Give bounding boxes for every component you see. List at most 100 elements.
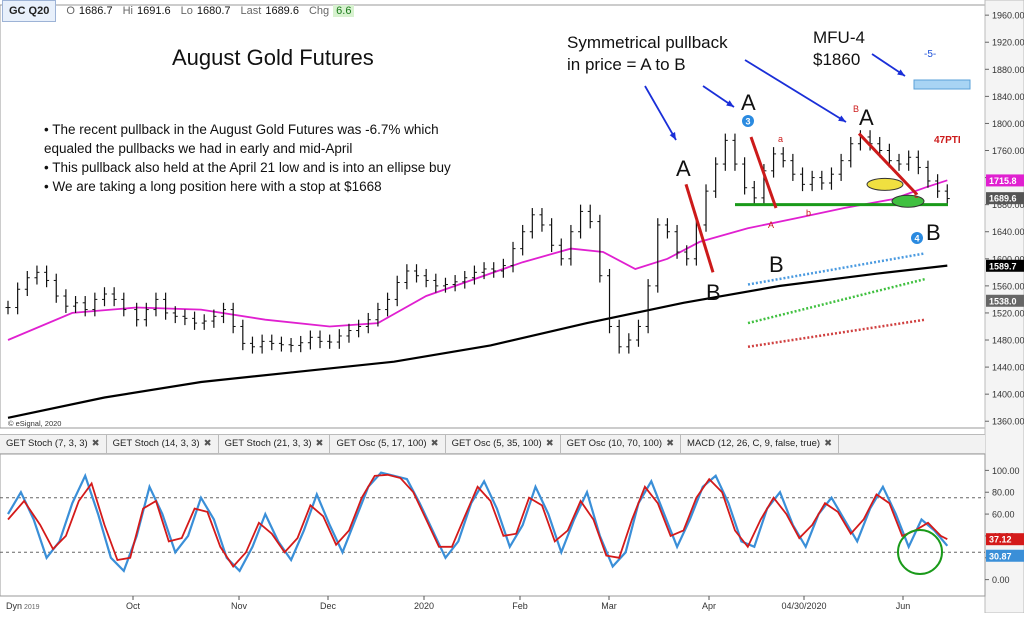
- x-tick-label: Mar: [601, 601, 617, 611]
- wave-label-A3: A: [859, 105, 874, 130]
- open-value: 1686.7: [78, 5, 113, 17]
- price-tag-label: 1538.0: [989, 296, 1017, 306]
- indicator-tab-0[interactable]: GET Stoch (7, 3, 3) ✖: [0, 435, 107, 453]
- indicator-tab-4[interactable]: GET Osc (5, 35, 100) ✖: [446, 435, 561, 453]
- annotation-symmetric-2: in price = A to B: [567, 55, 686, 74]
- stoch-tick-label: 60.00: [992, 510, 1015, 520]
- stoch-d-line: [7, 473, 948, 568]
- y-tick-label: 1680.00: [992, 200, 1024, 210]
- indicator-tab-label: GET Stoch (14, 3, 3): [112, 438, 200, 449]
- close-icon[interactable]: ✖: [315, 438, 324, 449]
- stoch-pane-frame: [0, 453, 986, 597]
- indicator-tab-label: MACD (12, 26, C, 9, false, true): [687, 438, 821, 449]
- chart-title: August Gold Futures: [172, 45, 374, 70]
- indicator-tab-label: GET Osc (5, 17, 100): [336, 438, 427, 449]
- pointer-arrow-2-head: [726, 100, 734, 107]
- indicator-tabs: GET Stoch (7, 3, 3) ✖ GET Stoch (14, 3, 3)…: [0, 434, 985, 454]
- close-icon[interactable]: ✖: [824, 438, 833, 449]
- annotation-mfu-tag: -5-: [924, 49, 936, 60]
- price-tag-box: [986, 174, 1024, 187]
- stoch-k-line: [7, 471, 949, 573]
- x-tick-label: Nov: [231, 601, 248, 611]
- y-tick-label: 1880.00: [992, 65, 1024, 75]
- price-tag-label: 1715.8: [989, 176, 1017, 186]
- chg-label: Chg: [308, 5, 330, 17]
- copyright-label: © eSignal, 2020: [8, 419, 61, 428]
- y-tick-label: 1480.00: [992, 336, 1024, 346]
- y-tick-label: 1360.00: [992, 417, 1024, 427]
- ma-slow-line: [7, 264, 948, 419]
- indicator-tab-3[interactable]: GET Osc (5, 17, 100) ✖: [330, 435, 446, 453]
- wave-small-b: b: [806, 208, 811, 218]
- symbol-box[interactable]: GC Q20: [2, 0, 57, 22]
- indicator-tab-6[interactable]: MACD (12, 26, C, 9, false, true) ✖: [681, 435, 840, 453]
- stoch-d-tag-label: 37.12: [989, 535, 1012, 545]
- close-icon[interactable]: ✖: [666, 438, 675, 449]
- indicator-tab-label: GET Osc (5, 35, 100): [451, 438, 542, 449]
- ellipse-green: [891, 194, 925, 208]
- price-tag-box: [986, 259, 1024, 272]
- x-tick-label: 04/30/2020: [781, 601, 826, 611]
- close-icon[interactable]: ✖: [203, 438, 212, 449]
- channel-red: [747, 318, 926, 349]
- close-icon[interactable]: ✖: [91, 438, 100, 449]
- indicator-tab-label: GET Osc (10, 70, 100): [566, 438, 663, 449]
- channel-blue: [747, 252, 926, 286]
- stoch-tick-label: 0.00: [992, 575, 1010, 585]
- y-tick-label: 1600.00: [992, 254, 1024, 264]
- indicator-tab-5[interactable]: GET Osc (10, 70, 100) ✖: [561, 435, 682, 453]
- quote-header: GC Q20 O 1686.7 Hi 1691.6 Lo 1680.7 Last 168…: [0, 0, 985, 22]
- y-tick-label: 1560.00: [992, 281, 1024, 291]
- price-tag-box: [986, 294, 1024, 307]
- annotation-mfu-1: MFU-4: [813, 28, 865, 47]
- x-tick-label: Dec: [320, 601, 337, 611]
- wave-label-B1: B: [706, 280, 721, 305]
- indicator-tab-2[interactable]: GET Stoch (21, 3, 3) ✖: [219, 435, 331, 453]
- ellipse-yellow: [866, 177, 904, 191]
- indicator-tab-label: GET Stoch (7, 3, 3): [6, 438, 88, 449]
- y-tick-label: 1800.00: [992, 119, 1024, 129]
- wave-label-A2: A: [741, 90, 756, 115]
- annotation-pti: 47PTI: [934, 135, 961, 146]
- price-pane-frame: [0, 4, 986, 429]
- pointer-arrow-4-head: [897, 69, 905, 76]
- wave-arrow-1: [684, 183, 715, 273]
- mfu-target-box: [913, 79, 971, 90]
- annotation-symmetric-1: Symmetrical pullback: [567, 33, 728, 52]
- price-tag-label: 1689.6: [989, 194, 1017, 204]
- close-icon[interactable]: ✖: [430, 438, 439, 449]
- annotation-mfu-2: $1860: [813, 50, 860, 69]
- wave-small-B: B: [853, 104, 859, 114]
- indicator-tab-1[interactable]: GET Stoch (14, 3, 3) ✖: [107, 435, 219, 453]
- pointer-arrow-1: [644, 85, 677, 141]
- wave-small-c: c: [914, 190, 919, 200]
- y-tick-label: 1440.00: [992, 363, 1024, 373]
- price-tag-box: [986, 192, 1024, 205]
- x-tick-label: 2020: [414, 601, 434, 611]
- x-tick-label: Oct: [126, 601, 141, 611]
- high-label: Hi: [122, 5, 133, 17]
- y-tick-label: 1400.00: [992, 390, 1024, 400]
- footer-year-label: 2019: [24, 604, 40, 611]
- y-tick-label: 1520.00: [992, 308, 1024, 318]
- price-tag-label: 1589.7: [989, 261, 1017, 271]
- circle-marker-4: [911, 232, 923, 244]
- wave-arrow-2: [749, 136, 778, 209]
- chg-value: 6.6: [333, 5, 355, 17]
- x-tick-label: Feb: [512, 601, 528, 611]
- x-tick-label: Apr: [702, 601, 716, 611]
- y-tick-label: 1840.00: [992, 92, 1024, 102]
- close-icon[interactable]: ✖: [545, 438, 554, 449]
- low-label: Lo: [180, 5, 193, 17]
- stoch-k-tag-box: [986, 549, 1024, 562]
- stoch-tick-label: 80.00: [992, 488, 1015, 498]
- stoch-highlight-circle: [897, 529, 943, 575]
- stoch-d-tag-box: [986, 533, 1024, 546]
- wave-label-A1: A: [676, 156, 691, 181]
- last-label: Last: [240, 5, 262, 17]
- high-value: 1691.6: [136, 5, 171, 17]
- footer-dyn-label: Dyn: [6, 601, 22, 611]
- stoch-k-tag-label: 30.87: [989, 551, 1012, 561]
- last-value: 1689.6: [265, 5, 299, 17]
